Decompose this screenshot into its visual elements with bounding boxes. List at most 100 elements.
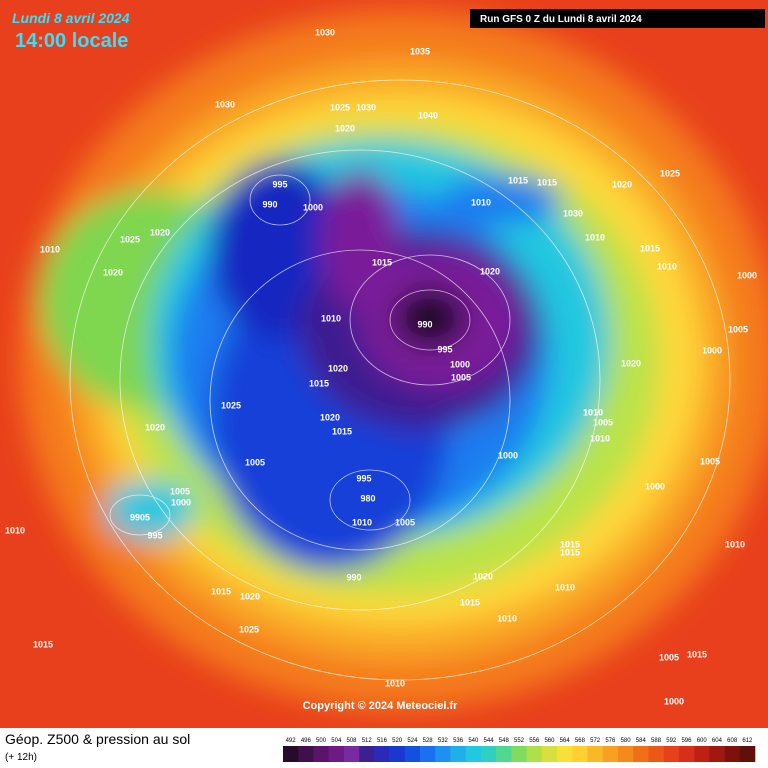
colorbar-label: 492	[286, 738, 297, 744]
colorbar-swatch	[420, 746, 436, 762]
colorbar-swatch	[389, 746, 406, 762]
isobar-label: 1000	[664, 696, 684, 706]
isobar-label: 1030	[315, 27, 335, 37]
colorbar-label: 528	[423, 738, 434, 744]
isobar-label: 1005	[728, 324, 748, 334]
colorbar-swatch	[435, 746, 451, 762]
isobar-label: 1035	[410, 46, 430, 56]
isobar-label: 1010	[583, 407, 603, 417]
isobar-label: 1005	[451, 372, 471, 382]
colorbar-swatch	[511, 746, 527, 762]
isobar-label: 995	[147, 530, 162, 540]
colorbar-swatch	[541, 746, 558, 762]
colorbar-label: 500	[316, 738, 327, 744]
isobar-label: 1010	[40, 244, 60, 254]
colorbar-swatch	[739, 746, 756, 762]
colorbar-swatch	[343, 746, 360, 762]
isobar-label: 1005	[395, 517, 415, 527]
isobar-label: 1005	[700, 456, 720, 466]
isobar-label: 1010	[590, 433, 610, 443]
isobar-label: 1015	[332, 426, 352, 436]
colorbar-label: 524	[407, 738, 418, 744]
colorbar-label: 520	[392, 738, 403, 744]
colorbar-label: 516	[377, 738, 388, 744]
colorbar-label: 588	[651, 738, 662, 744]
isobar-label: 1020	[150, 227, 170, 237]
isobar-label: 1005	[170, 486, 190, 496]
isobar-label: 1010	[352, 517, 372, 527]
colorbar-label: 512	[362, 738, 373, 744]
colorbar-swatch	[724, 746, 741, 762]
isobar-label: 980	[360, 493, 375, 503]
isobar-label: 1015	[560, 547, 580, 557]
isobar-label: 1015	[640, 243, 660, 253]
colorbar-label: 580	[621, 738, 632, 744]
isobar-label: 1015	[33, 639, 53, 649]
isobar-label: 1010	[497, 613, 517, 623]
colorbar-swatch	[283, 746, 299, 762]
isobar-label: 1030	[563, 208, 583, 218]
isobar-label: 990	[346, 572, 361, 582]
colorbar-swatch	[633, 746, 649, 762]
isobar-label: 1020	[320, 412, 340, 422]
colorbar-label: 556	[529, 738, 540, 744]
colorbar-label: 508	[347, 738, 358, 744]
colorbar-label: 576	[605, 738, 616, 744]
colorbar-label: 548	[499, 738, 510, 744]
colorbar-label: 536	[453, 738, 464, 744]
colorbar-swatch	[450, 746, 467, 762]
isobar-label: 1010	[583, 407, 603, 417]
isobar-label: 990	[417, 319, 432, 329]
run-info: Run GFS 0 Z du Lundi 8 avril 2024	[480, 14, 642, 25]
colorbar-swatch	[709, 746, 725, 762]
colorbar-swatch	[328, 746, 345, 762]
isobar-label: 1000	[171, 497, 191, 507]
isobar-label: 1010	[585, 232, 605, 242]
isobar-label: 9905	[130, 512, 150, 522]
isobar-label: 1020	[145, 422, 165, 432]
colorbar-label: 532	[438, 738, 449, 744]
colorbar-swatch	[648, 746, 664, 762]
isobar-label: 1005	[245, 457, 265, 467]
isobar-label: 1000	[737, 270, 757, 280]
colorbar-label: 496	[301, 738, 312, 744]
isobar-label: 990	[262, 199, 277, 209]
colorbar-label: 552	[514, 738, 525, 744]
footer-title: Géop. Z500 & pression au sol	[5, 731, 190, 747]
isobar-label: 1015	[508, 175, 528, 185]
colorbar-label: 544	[484, 738, 495, 744]
colorbar-label: 560	[544, 738, 555, 744]
isobar-label: 1015	[560, 539, 580, 549]
colorbar-swatch	[298, 746, 314, 762]
isobar-label: 1000	[645, 481, 665, 491]
isobar-label: 1005	[593, 417, 613, 427]
colorbar-swatch	[313, 746, 329, 762]
colorbar-swatch	[526, 746, 543, 762]
colorbar-label: 568	[575, 738, 586, 744]
colorbar-swatch	[602, 746, 619, 762]
isobar-label: 1000	[303, 202, 323, 212]
isobars	[69, 79, 731, 681]
isobar-label: 1010	[385, 678, 405, 688]
map-time: 14:00 locale	[15, 30, 128, 52]
colorbar-swatch	[617, 746, 634, 762]
colorbar-swatch	[359, 746, 375, 762]
isobar-label: 1015	[537, 177, 557, 187]
colorbar-label: 584	[636, 738, 647, 744]
colorbar-label: 604	[712, 738, 723, 744]
isobar-label: 1025	[120, 234, 140, 244]
isobar-label: 1010	[725, 539, 745, 549]
isobar-label: 1020	[240, 591, 260, 601]
map-title: Lundi 8 avril 2024	[12, 10, 130, 26]
isobar-label: 1030	[215, 99, 235, 109]
isobar-label: 1015	[211, 586, 231, 596]
colorbar-label: 504	[331, 738, 342, 744]
isobar-label: 1020	[103, 267, 123, 277]
isobar-label: 995	[272, 179, 287, 189]
colorbar-swatch	[572, 746, 588, 762]
colorbar-swatch	[480, 746, 497, 762]
colorbar-swatch	[587, 746, 604, 762]
colorbar-swatch	[465, 746, 482, 762]
colorbar-swatch	[663, 746, 680, 762]
